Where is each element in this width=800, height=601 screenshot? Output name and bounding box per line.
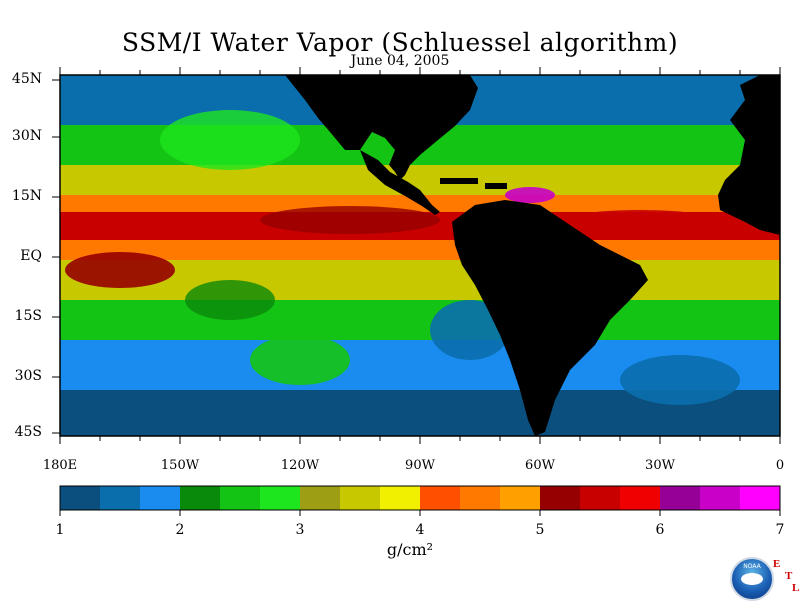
lon-label: 120W	[280, 458, 320, 473]
colorbar-bin	[340, 486, 381, 510]
patch-blue-2	[430, 300, 510, 360]
colorbar-bin	[260, 486, 301, 510]
colorbar-bin	[620, 486, 661, 510]
colorbar-tick-label: 3	[295, 522, 305, 538]
lon-label: 90W	[405, 458, 435, 473]
lon-label: 30W	[645, 458, 675, 473]
lat-label: 30S	[14, 368, 42, 384]
colorbar-unit: g/cm²	[386, 540, 434, 559]
patch-red-atlantic	[560, 210, 720, 234]
etl-letter-e: E	[773, 558, 781, 570]
colorbar-bin	[180, 486, 221, 510]
patch-magenta	[505, 187, 555, 203]
noaa-bird-icon	[741, 573, 763, 585]
colorbar-bin	[740, 486, 781, 510]
patch-dkgreen	[185, 280, 275, 320]
etl-letter-l: L	[792, 582, 800, 594]
map-date: June 04, 2005	[350, 53, 450, 69]
colorbar	[59, 485, 781, 516]
colorbar-bin	[660, 486, 701, 510]
colorbar-bin	[420, 486, 461, 510]
map-title: SSM/I Water Vapor (Schluessel algorithm)	[121, 28, 679, 57]
band-south-sub	[60, 300, 780, 340]
colorbar-bin	[100, 486, 141, 510]
colorbar-bin	[380, 486, 421, 510]
noaa-logo-text: NOAA	[743, 563, 761, 570]
land-north-america	[285, 75, 478, 180]
patch-green-2	[250, 335, 350, 385]
colorbar-bin	[700, 486, 741, 510]
patch-dark-red-2	[260, 206, 440, 234]
noaa-logo: NOAA	[730, 557, 774, 601]
colorbar-bin	[540, 486, 581, 510]
land-europe-africa	[718, 75, 780, 235]
axis-ticks	[52, 67, 781, 444]
band-south-trop	[60, 260, 780, 300]
colorbar-bin	[580, 486, 621, 510]
colorbar-tick-label: 2	[175, 522, 185, 538]
colorbar-bin	[460, 486, 501, 510]
lat-label: 15S	[14, 308, 42, 324]
lat-label: EQ	[20, 248, 42, 264]
lon-label: 0	[775, 458, 785, 473]
colorbar-bin	[140, 486, 181, 510]
etl-letter-t: T	[785, 570, 793, 582]
patch-green-1	[160, 110, 300, 170]
land-south-america	[452, 200, 648, 436]
band-north-trop	[60, 195, 780, 215]
colorbar-bin	[60, 486, 101, 510]
colorbar-tick-label: 1	[55, 522, 65, 538]
land-cuba	[440, 178, 478, 184]
lon-label: 60W	[525, 458, 555, 473]
land-hispaniola	[485, 183, 507, 189]
colorbar-tick-label: 7	[775, 522, 785, 538]
lat-label: 45S	[14, 424, 42, 440]
patch-dark-red-1	[65, 252, 175, 288]
lat-label: 45N	[11, 71, 42, 87]
lon-label: 150W	[160, 458, 200, 473]
lon-label: 180E	[42, 458, 78, 473]
colorbar-tick-label: 4	[415, 522, 425, 538]
land-central-america	[360, 150, 440, 215]
colorbar-bin	[220, 486, 261, 510]
colorbar-bin	[500, 486, 541, 510]
map-frame	[59, 74, 781, 437]
lat-label: 15N	[11, 188, 42, 204]
colorbar-tick-label: 6	[655, 522, 665, 538]
lat-label: 30N	[11, 128, 42, 144]
colorbar-tick-label: 5	[535, 522, 545, 538]
colorbar-bin	[300, 486, 341, 510]
band-eq	[60, 240, 780, 260]
patch-blue-1	[620, 355, 740, 405]
